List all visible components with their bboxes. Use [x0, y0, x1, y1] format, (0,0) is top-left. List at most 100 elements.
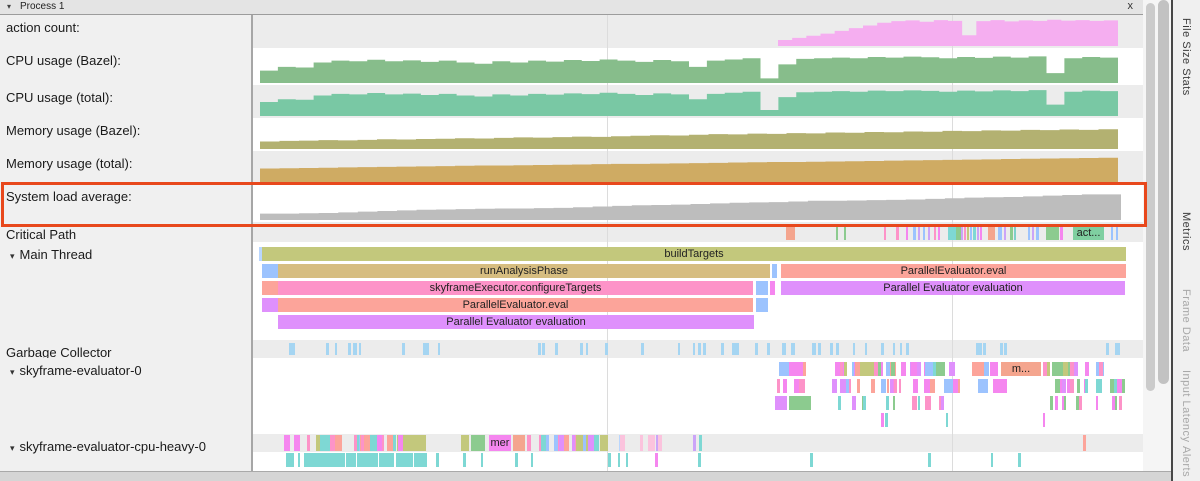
trace-tick[interactable] [353, 343, 355, 355]
trace-tick[interactable] [414, 453, 422, 467]
trace-tick[interactable] [564, 435, 569, 451]
trace-tick[interactable] [1061, 362, 1068, 376]
trace-segment[interactable] [998, 227, 1002, 240]
trace-tick[interactable] [1000, 343, 1003, 355]
trace-tick[interactable] [979, 343, 982, 355]
trace-segment[interactable] [970, 227, 972, 240]
trace-segment[interactable] [1010, 227, 1013, 240]
trace-segment[interactable] [471, 435, 485, 451]
trace-tick[interactable] [840, 379, 844, 393]
trace-tick[interactable] [651, 435, 655, 451]
trace-segment[interactable] [626, 453, 628, 467]
row-track-sky0[interactable]: m... [253, 358, 1143, 434]
trace-tick[interactable] [812, 343, 815, 355]
trace-segment[interactable] [948, 227, 956, 240]
trace-segment[interactable] [928, 453, 931, 467]
trace-segment[interactable] [1018, 453, 1021, 467]
trace-tick[interactable] [843, 379, 848, 393]
trace-span[interactable]: ParallelEvaluator.eval [278, 298, 753, 312]
trace-tick[interactable] [777, 379, 780, 393]
counter-chart[interactable] [260, 122, 1118, 149]
row-track-cput[interactable] [253, 85, 1143, 118]
trace-tick[interactable] [830, 343, 833, 355]
trace-tick[interactable] [406, 453, 413, 467]
counter-chart[interactable] [260, 155, 1118, 182]
trace-tick[interactable] [732, 343, 734, 355]
trace-segment[interactable] [990, 362, 998, 376]
trace-tick[interactable] [586, 343, 588, 355]
trace-tick[interactable] [427, 343, 429, 355]
counter-chart[interactable] [260, 89, 1118, 116]
trace-tick[interactable] [423, 343, 426, 355]
trace-tick[interactable] [832, 379, 837, 393]
trace-tick[interactable] [348, 343, 351, 355]
trace-tick[interactable] [365, 453, 370, 467]
trace-tick[interactable] [1121, 379, 1125, 393]
trace-tick[interactable] [893, 396, 895, 410]
trace-tick[interactable] [387, 453, 390, 467]
trace-segment[interactable] [991, 453, 993, 467]
trace-tick[interactable] [1062, 379, 1066, 393]
trace-segment[interactable] [972, 362, 984, 376]
trace-tick[interactable] [899, 379, 901, 393]
trace-tick[interactable] [1070, 362, 1074, 376]
trace-tick[interactable] [929, 379, 935, 393]
trace-tick[interactable] [316, 435, 320, 451]
trace-segment[interactable] [810, 453, 813, 467]
trace-segment[interactable] [756, 298, 768, 312]
trace-tick[interactable] [371, 435, 377, 451]
trace-tick[interactable] [735, 343, 737, 355]
trace-tick[interactable] [304, 453, 307, 467]
trace-tick[interactable] [853, 343, 855, 355]
trace-segment[interactable] [844, 227, 846, 240]
trace-segment[interactable] [1004, 227, 1006, 240]
trace-tick[interactable] [1055, 396, 1058, 410]
trace-tick[interactable] [890, 379, 893, 393]
trace-tick[interactable] [593, 435, 599, 451]
trace-segment[interactable] [988, 227, 995, 240]
trace-tick[interactable] [367, 435, 373, 451]
trace-tick[interactable] [871, 379, 875, 393]
tab-input-latency[interactable]: Input Latency [1180, 370, 1192, 443]
counter-chart[interactable] [260, 188, 1121, 220]
trace-tick[interactable] [784, 343, 786, 355]
trace-segment[interactable] [693, 435, 696, 451]
trace-tick[interactable] [863, 396, 866, 410]
trace-tick[interactable] [925, 396, 929, 410]
trace-tick[interactable] [947, 379, 952, 393]
trace-span[interactable]: runAnalysisPhase [278, 264, 770, 278]
row-track-action[interactable] [253, 15, 1143, 48]
trace-segment[interactable] [775, 396, 787, 410]
trace-segment[interactable] [772, 264, 777, 278]
trace-tick[interactable] [641, 343, 644, 355]
collapse-triangle-icon[interactable]: ▾ [10, 251, 15, 261]
trace-tick[interactable] [693, 343, 695, 355]
trace-segment[interactable] [964, 227, 966, 240]
row-label-skycpu[interactable]: ▾ skyframe-evaluator-cpu-heavy-0 [0, 434, 253, 471]
trace-tick[interactable] [792, 343, 795, 355]
trace-span[interactable]: act... [1073, 227, 1104, 240]
trace-tick[interactable] [298, 435, 300, 451]
trace-segment[interactable] [977, 227, 979, 240]
trace-tick[interactable] [1115, 396, 1117, 410]
trace-tick[interactable] [1050, 396, 1053, 410]
trace-tick[interactable] [539, 435, 541, 451]
trace-tick[interactable] [360, 453, 366, 467]
trace-tick[interactable] [1064, 396, 1066, 410]
trace-span[interactable]: Parallel Evaluator evaluation [781, 281, 1125, 295]
trace-segment[interactable] [655, 453, 658, 467]
trace-tick[interactable] [658, 435, 660, 451]
trace-tick[interactable] [328, 453, 331, 467]
trace-segment[interactable] [913, 227, 916, 240]
trace-tick[interactable] [557, 435, 564, 451]
row-track-main[interactable]: buildTargets runAnalysisPhase ParallelEval… [253, 242, 1143, 340]
trace-tick[interactable] [286, 435, 290, 451]
trace-tick[interactable] [953, 379, 958, 393]
trace-tick[interactable] [580, 343, 583, 355]
trace-tick[interactable] [292, 343, 295, 355]
trace-tick[interactable] [389, 453, 391, 467]
trace-tick[interactable] [338, 453, 340, 467]
trace-tick[interactable] [941, 396, 944, 410]
trace-tick[interactable] [544, 435, 549, 451]
trace-tick[interactable] [554, 435, 558, 451]
